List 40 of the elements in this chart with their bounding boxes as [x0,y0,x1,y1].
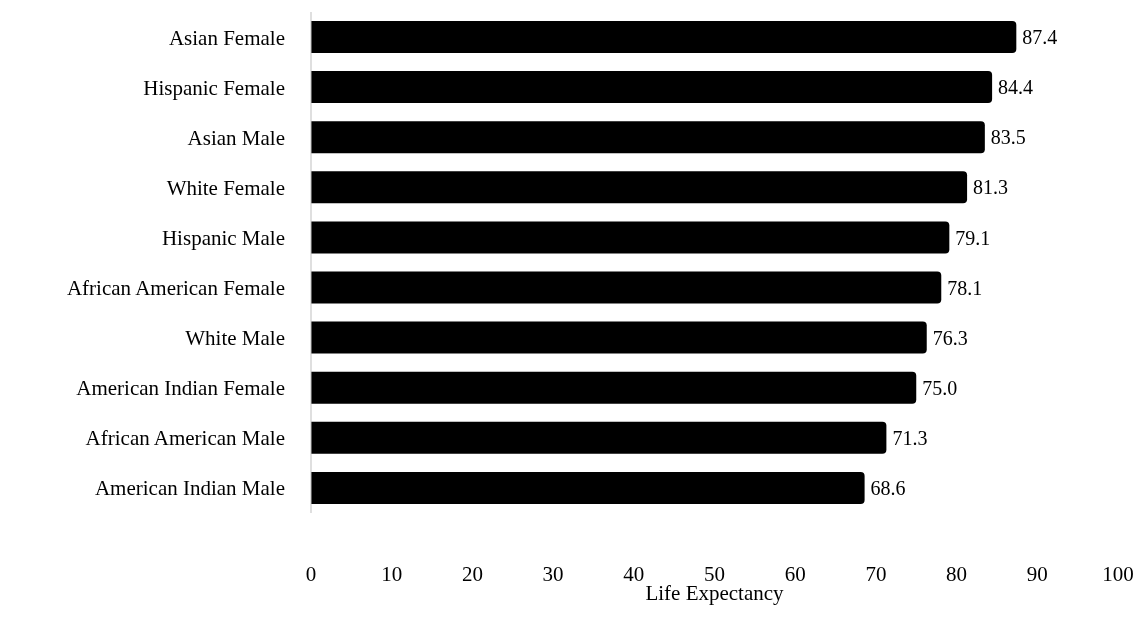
bar [311,421,887,454]
y-tick-label: Hispanic Female [143,75,285,100]
x-tick-label: 80 [946,561,968,586]
data-label: 78.1 [947,276,983,299]
x-tick-label: 0 [305,561,317,586]
x-tick-label: 40 [623,561,645,586]
data-label: 83.5 [990,126,1026,149]
data-label: 81.3 [973,176,1009,199]
bar [311,121,985,154]
x-tick-label: 10 [381,561,403,586]
y-tick-label: American Indian Male [94,476,285,501]
x-tick-label: 60 [784,561,806,586]
data-label: 71.3 [892,426,928,449]
bar [311,321,927,354]
x-tick-label: 20 [461,561,483,586]
y-tick-label: African American Male [85,426,285,451]
bar [311,171,968,204]
data-label: 76.3 [932,326,968,349]
y-tick-label: White Male [185,326,285,351]
bar [311,471,865,504]
bar [311,271,942,304]
data-label: 79.1 [955,226,991,249]
y-tick-label: Hispanic Male [161,225,285,250]
y-tick-label: Asian Male [187,125,285,150]
bar [311,71,993,104]
data-label: 87.4 [1022,26,1058,49]
x-tick-label: 100 [1102,561,1134,586]
x-tick-label: 30 [542,561,564,586]
bar [311,371,917,404]
x-tick-label: 70 [865,561,887,586]
data-label: 68.6 [870,477,906,499]
data-label: 75.0 [922,376,958,399]
bar [311,21,1017,53]
y-tick-label: American Indian Female [76,376,285,401]
y-tick-label: African American Female [66,276,285,300]
bar [311,221,950,254]
y-tick-label: Asian Female [168,25,285,50]
data-label: 84.4 [998,76,1034,99]
y-tick-label: White Female [166,175,285,200]
x-tick-label: 90 [1026,561,1048,586]
